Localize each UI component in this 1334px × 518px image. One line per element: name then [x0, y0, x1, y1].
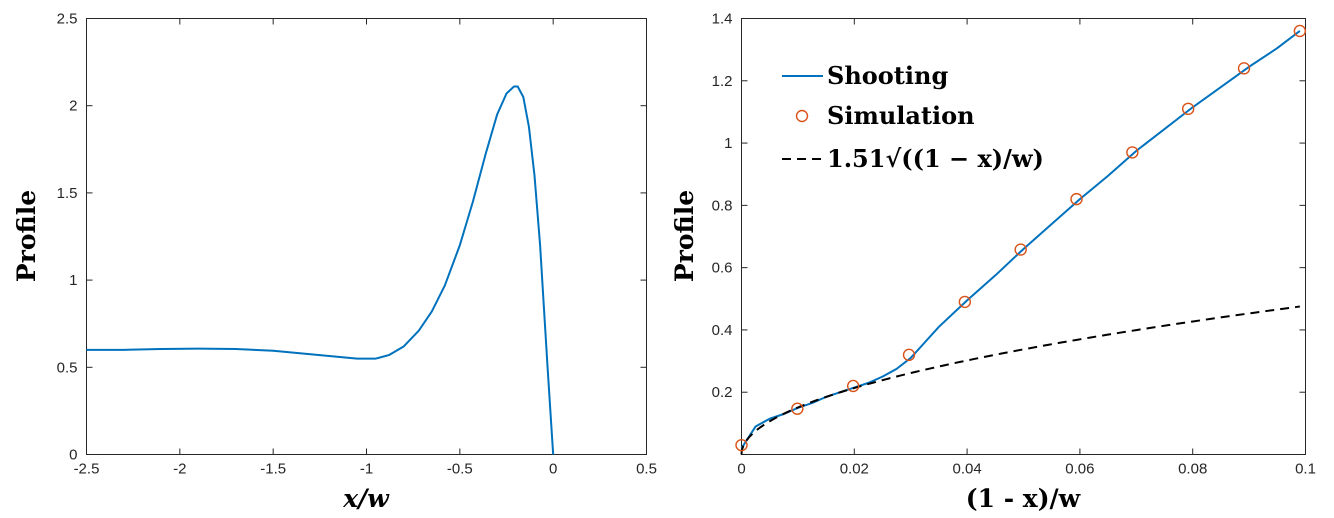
y-tick-label: 0.2	[712, 384, 733, 401]
y-tick-label: 1	[69, 272, 77, 289]
legend-simulation-swatch	[795, 109, 809, 123]
simulation-point	[1293, 24, 1307, 38]
x-tick-label: -1.5	[260, 461, 286, 478]
x-tick-label: 0.08	[1178, 461, 1207, 478]
simulation-point	[1126, 146, 1139, 159]
simulation-point	[1070, 192, 1083, 206]
y-tick-label: 0.6	[712, 260, 733, 277]
y-tick-label: 1	[724, 135, 732, 152]
sqrt-fit-line	[740, 305, 1300, 455]
legend-sqrt-label: 1.51√((1 − x)/w)	[827, 144, 1044, 173]
x-tick-label: 0.02	[840, 461, 869, 478]
profile-line	[86, 85, 555, 455]
right-legend: Shooting Simulation 1.51√((1 − x)/w)	[782, 61, 1044, 173]
left-x-axis-label: x/w	[342, 484, 390, 513]
left-axes-frame	[86, 18, 647, 455]
left-y-ticks: 0 0.5 1 1.5 2 2.5	[57, 11, 647, 464]
right-chart: 0.2 0.4 0.6 0.8 1 1.2 1.4 0 0.02 0.04 0.06 0.08 0.1…	[670, 11, 1316, 514]
right-axes-frame	[741, 18, 1306, 455]
simulation-point	[1237, 62, 1251, 75]
y-tick-label: 2	[69, 98, 77, 115]
left-y-axis-label: Profile	[12, 190, 41, 282]
y-tick-label: 0.5	[57, 359, 78, 376]
simulation-point	[1181, 102, 1195, 116]
legend-shooting-label: Shooting	[827, 61, 948, 90]
simulation-point	[735, 438, 748, 452]
right-y-axis-label: Profile	[670, 190, 699, 282]
x-tick-label: -2	[173, 461, 186, 478]
x-tick-label: 0	[549, 461, 557, 478]
right-series-lines	[740, 30, 1301, 455]
simulation-point	[791, 402, 804, 415]
profile-line	[740, 30, 1301, 449]
left-series-lines	[86, 85, 555, 455]
right-simulation-markers	[735, 24, 1307, 452]
left-x-ticks: -2.5 -2 -1.5 -1 -0.5 0 0.5	[74, 18, 657, 478]
y-tick-label: 1.2	[712, 73, 733, 90]
x-tick-label: -2.5	[74, 461, 100, 478]
simulation-point	[1014, 243, 1027, 256]
x-tick-label: -1	[360, 461, 373, 478]
x-tick-label: 0	[737, 461, 745, 478]
x-tick-label: 0.06	[1065, 461, 1094, 478]
x-tick-label: 0.04	[952, 461, 981, 478]
simulation-point	[902, 348, 916, 362]
right-x-ticks: 0 0.02 0.04 0.06 0.08 0.1	[737, 18, 1316, 478]
y-tick-label: 2.5	[57, 11, 78, 28]
x-tick-label: 0.1	[1295, 461, 1316, 478]
y-tick-label: 1.5	[57, 185, 78, 202]
x-tick-label: -0.5	[447, 461, 473, 478]
legend-simulation-label: Simulation	[827, 101, 975, 130]
simulation-point	[958, 295, 972, 309]
y-tick-label: 0	[69, 447, 77, 464]
y-tick-label: 0.4	[712, 322, 733, 339]
y-tick-label: 0.8	[712, 197, 733, 214]
x-tick-label: 0.5	[636, 461, 657, 478]
right-x-axis-label: (1 - x)/w	[966, 484, 1082, 513]
y-tick-label: 1.4	[712, 11, 733, 28]
left-chart: 0 0.5 1 1.5 2 2.5 -2.5 -2 -1.5 -1 -0.5 0 0.5 Profil…	[12, 11, 657, 514]
simulation-point	[846, 379, 860, 393]
right-y-ticks: 0.2 0.4 0.6 0.8 1 1.2 1.4	[712, 11, 1306, 401]
